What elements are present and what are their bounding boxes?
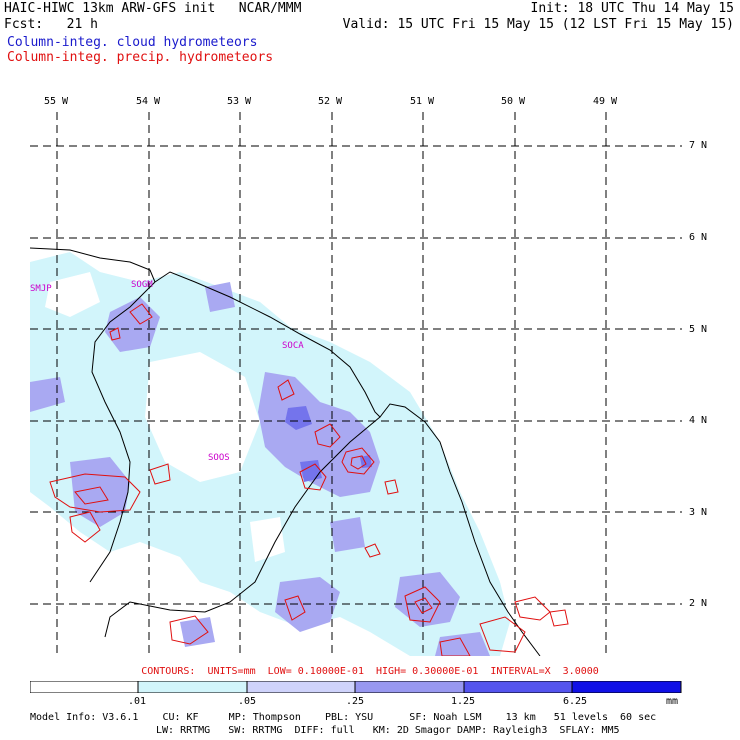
header-title: HAIC-HIWC 13km ARW-GFS init NCAR/MMM	[4, 1, 302, 16]
station-label: SOOS	[208, 453, 230, 463]
valid-time: Valid: 15 UTC Fri 15 May 15 (12 LST Fri …	[342, 17, 734, 32]
colorbar-segment	[137, 681, 248, 693]
model-info-line1: Model Info: V3.6.1 CU: KF MP: Thompson P…	[30, 712, 657, 723]
station-label: SMJP	[30, 284, 52, 294]
lat-label: 6 N	[689, 232, 708, 243]
colorbar-label: 1.25	[451, 696, 476, 707]
lon-label: 52 W	[318, 96, 343, 107]
colorbar-segment	[571, 681, 682, 693]
lon-label: 50 W	[501, 96, 526, 107]
contours-info: CONTOURS: UNITS=mm LOW= 0.10000E-01 HIGH…	[141, 666, 599, 677]
station-label: SOGM	[131, 280, 153, 290]
forecast-hour: Fcst: 21 h	[4, 17, 98, 32]
colorbar-label: .05	[238, 696, 257, 707]
lon-label: 55 W	[44, 96, 69, 107]
lon-label: 49 W	[593, 96, 618, 107]
lat-label: 2 N	[689, 598, 708, 609]
lat-label: 7 N	[689, 140, 708, 151]
init-time: Init: 18 UTC Thu 14 May 15	[530, 1, 735, 16]
colorbar-label: .25	[346, 696, 365, 707]
field-precip-label: Column-integ. precip. hydrometeors	[7, 50, 274, 65]
precip-contours	[49, 303, 569, 656]
station-label: SOCA	[282, 341, 304, 351]
lon-label: 53 W	[227, 96, 252, 107]
cloud-shading-gaps	[45, 272, 285, 562]
colorbar-label: .01	[128, 696, 147, 707]
map-panel	[30, 112, 682, 656]
lat-label: 5 N	[689, 324, 708, 335]
lon-label: 54 W	[136, 96, 161, 107]
lon-label: 51 W	[410, 96, 435, 107]
coastline	[30, 247, 541, 656]
colorbar-segment	[30, 681, 139, 693]
colorbar-segment	[354, 681, 465, 693]
field-cloud-label: Column-integ. cloud hydrometeors	[7, 35, 258, 50]
lat-label: 4 N	[689, 415, 708, 426]
colorbar	[30, 681, 682, 693]
colorbar-segment	[463, 681, 573, 693]
colorbar-label: 6.25	[563, 696, 588, 707]
colorbar-unit: mm	[666, 696, 679, 707]
lat-label: 3 N	[689, 507, 708, 518]
model-info-line2: LW: RRTMG SW: RRTMG DIFF: full KM: 2D Sm…	[156, 725, 620, 736]
colorbar-segment	[246, 681, 356, 693]
